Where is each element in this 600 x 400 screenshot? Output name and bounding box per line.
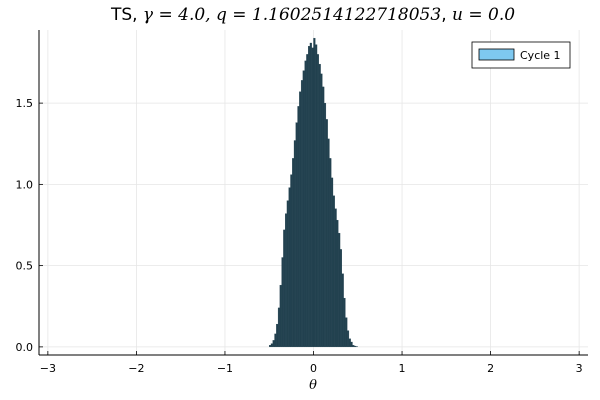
histogram-bar <box>276 323 279 348</box>
title-gamma-q: γ = 4.0, q = 1.1602514122718053 <box>143 5 441 25</box>
x-tick-label: −1 <box>217 362 233 375</box>
histogram-bar <box>308 46 311 348</box>
histogram-bar <box>281 257 284 348</box>
histogram-bar <box>311 47 314 348</box>
histogram-bar <box>354 345 357 348</box>
histogram-bar <box>315 44 318 348</box>
histogram-bar <box>332 195 335 348</box>
x-tick-label: 2 <box>487 362 494 375</box>
title-u: u = 0.0 <box>452 5 515 25</box>
histogram-bar <box>336 219 339 348</box>
histogram-bar <box>285 213 288 348</box>
histogram-bar <box>334 208 337 348</box>
histogram-bar <box>348 338 351 348</box>
histogram-bar <box>352 345 355 348</box>
histogram-bar <box>316 54 319 348</box>
histogram-bar <box>272 340 275 348</box>
histogram-bar <box>293 140 296 348</box>
x-ticks: −3 −2 −1 0 1 2 3 <box>40 351 583 375</box>
histogram-bar <box>318 63 321 348</box>
histogram-bar <box>274 333 277 348</box>
y-tick-label: 1.5 <box>16 97 34 110</box>
histogram-bar <box>292 158 295 348</box>
histogram-bar <box>283 229 286 348</box>
histogram-bar <box>304 60 307 348</box>
histogram-bar <box>290 174 293 348</box>
histogram-bar <box>323 102 327 348</box>
histogram-bar <box>343 297 346 348</box>
histogram-bars <box>269 37 358 348</box>
histogram-bar <box>270 343 273 348</box>
histogram-bar <box>346 330 350 348</box>
x-tick-label: 3 <box>576 362 583 375</box>
histogram-bar <box>313 37 316 348</box>
y-tick-label: 0.0 <box>16 341 34 354</box>
histogram-bar <box>297 106 300 348</box>
histogram-bar <box>299 91 302 348</box>
histogram-bar <box>329 158 332 348</box>
chart-title: TS, γ = 4.0, q = 1.1602514122718053, u =… <box>110 5 515 25</box>
histogram-bar <box>327 138 330 348</box>
x-tick-label: 1 <box>399 362 406 375</box>
legend-swatch <box>478 48 515 61</box>
histogram-bar <box>277 307 281 348</box>
y-ticks: 0.0 0.5 1.0 1.5 <box>16 97 43 354</box>
histogram-bar <box>279 284 282 348</box>
y-tick-label: 1.0 <box>16 178 34 191</box>
x-tick-label: −2 <box>128 362 144 375</box>
histogram-bar <box>269 345 272 348</box>
y-tick-label: 0.5 <box>16 260 34 273</box>
histogram-bar <box>339 249 342 348</box>
histogram-bar <box>306 54 309 348</box>
histogram-bar <box>295 122 298 348</box>
histogram-bar <box>288 187 291 348</box>
x-tick-label: 0 <box>310 362 317 375</box>
histogram-bar <box>309 42 312 348</box>
legend-label: Cycle 1 <box>520 49 561 62</box>
histogram-bar <box>322 86 325 348</box>
histogram-bar <box>345 317 348 348</box>
histogram-bar <box>286 200 289 348</box>
histogram-bar <box>325 119 328 348</box>
histogram-bar <box>302 70 305 348</box>
legend: Cycle 1 <box>471 41 571 69</box>
histogram-bar <box>350 341 353 348</box>
histogram-bar <box>320 73 323 348</box>
histogram-bar <box>341 273 344 348</box>
title-prefix: TS, <box>110 5 143 25</box>
histogram-bar <box>338 232 341 348</box>
histogram-bar <box>300 80 304 348</box>
histogram-bar <box>331 177 334 348</box>
x-tick-label: −3 <box>40 362 56 375</box>
x-axis-label: θ <box>309 378 317 393</box>
title-separator: , <box>441 5 452 25</box>
